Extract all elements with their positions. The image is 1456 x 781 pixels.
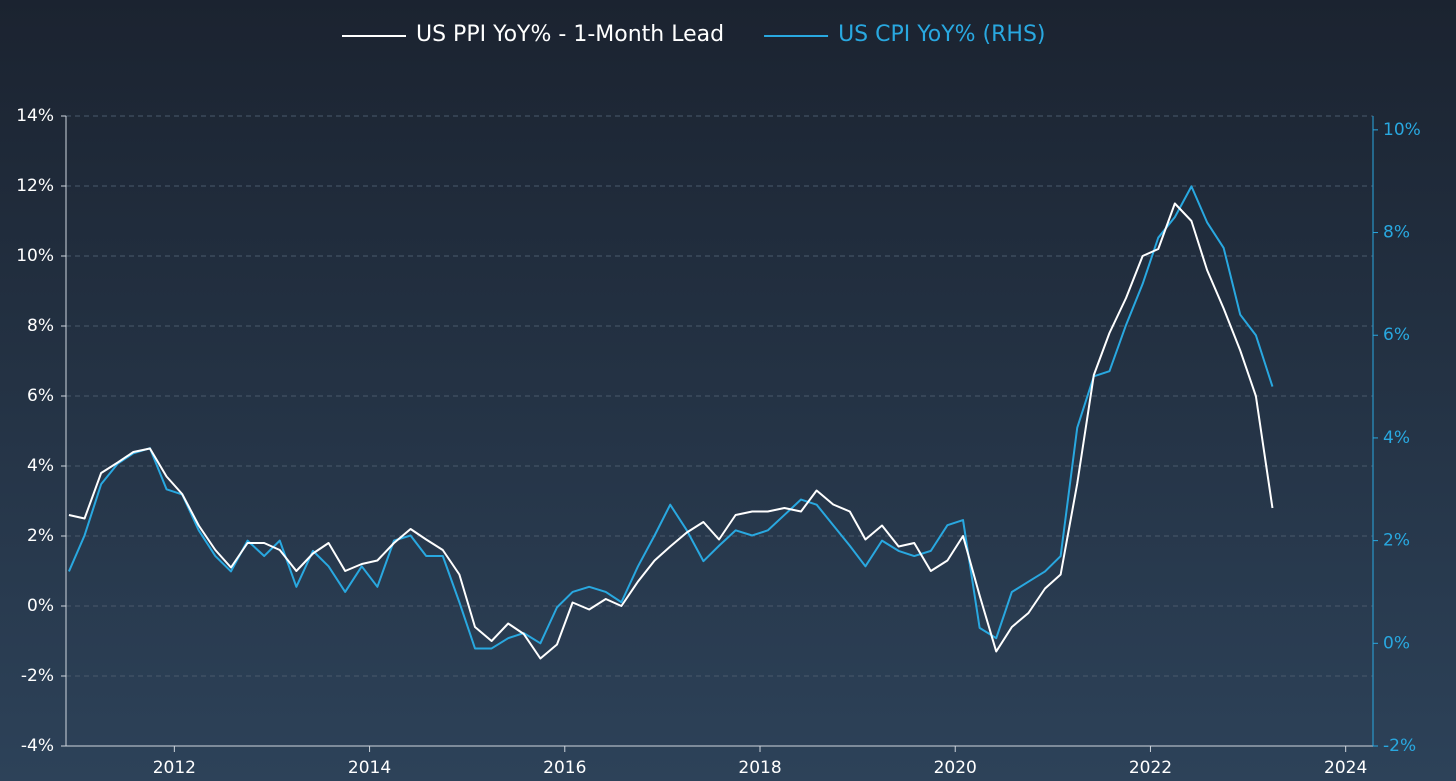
y-tick-label: 4% <box>27 456 54 476</box>
y-tick-label: 6% <box>27 386 54 406</box>
y2-tick-label: 8% <box>1383 223 1410 243</box>
y2-tick-label: -2% <box>1383 736 1416 756</box>
y2-tick-label: 4% <box>1383 428 1410 448</box>
y-tick-label: 12% <box>16 176 54 196</box>
y2-tick-label: 2% <box>1383 531 1410 551</box>
y2-tick-label: 0% <box>1383 633 1410 653</box>
legend-label: US CPI YoY% (RHS) <box>838 22 1045 47</box>
y-tick-label: 2% <box>27 526 54 546</box>
x-tick-label: 2020 <box>934 758 977 778</box>
x-tick-label: 2014 <box>348 758 391 778</box>
y2-tick-label: 10% <box>1383 120 1421 140</box>
x-tick-label: 2016 <box>543 758 586 778</box>
x-tick-label: 2022 <box>1129 758 1172 778</box>
y-tick-label: 0% <box>27 596 54 616</box>
series-line <box>68 185 1274 650</box>
y2-tick-label: 6% <box>1383 325 1410 345</box>
x-tick-label: 2012 <box>153 758 196 778</box>
x-tick-label: 2024 <box>1324 758 1367 778</box>
y-tick-label: -2% <box>21 666 54 686</box>
y-tick-label: 8% <box>27 316 54 336</box>
y-tick-label: 14% <box>16 106 54 126</box>
y-tick-label: -4% <box>21 736 54 756</box>
y-tick-label: 10% <box>16 246 54 266</box>
legend-label: US PPI YoY% - 1-Month Lead <box>416 22 724 47</box>
series-line <box>68 202 1274 660</box>
x-tick-label: 2018 <box>738 758 781 778</box>
